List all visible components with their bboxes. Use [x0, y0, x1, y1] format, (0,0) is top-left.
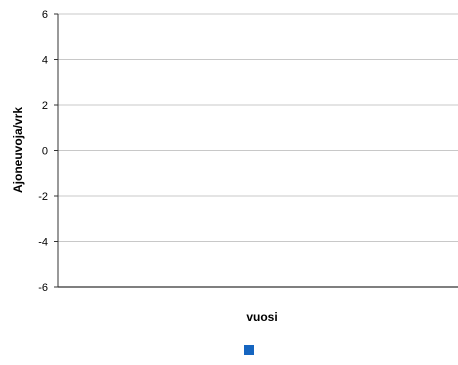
y-axis-label: Ajoneuvoja/vrk — [11, 107, 25, 193]
y-tick-label: -4 — [38, 237, 48, 249]
gridlines — [58, 13, 458, 242]
x-axis-label: vuosi — [246, 310, 277, 324]
y-tick-label: -6 — [38, 282, 48, 294]
y-tick-label: 4 — [42, 55, 48, 67]
y-tick-label: 0 — [42, 146, 48, 158]
y-tick-labels: 6 4 2 0 -2 -4 -6 — [38, 9, 58, 294]
legend — [244, 345, 254, 355]
y-tick-label: 2 — [42, 100, 48, 112]
legend-swatch — [244, 345, 254, 355]
y-tick-label: 6 — [42, 9, 48, 21]
y-tick-label: -2 — [38, 191, 48, 203]
